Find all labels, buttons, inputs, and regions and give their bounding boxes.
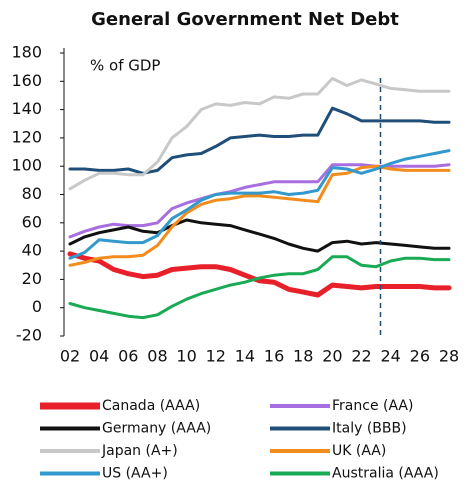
series-line: [68, 77, 451, 191]
series-line: [68, 164, 451, 267]
chart-title: General Government Net Debt: [91, 9, 399, 30]
y-tick-label: 160: [11, 71, 42, 90]
y-tick-label: 40: [22, 241, 42, 260]
legend-label: Italy (BBB): [332, 421, 407, 437]
x-tick-label: 02: [60, 347, 80, 366]
y-tick-label: 80: [22, 184, 42, 203]
series-line: [68, 106, 451, 175]
legend-label: Germany (AAA): [102, 421, 211, 437]
y-tick-label: 20: [22, 269, 42, 288]
y-tick-label: 140: [11, 99, 42, 118]
x-tick-label: 16: [264, 347, 284, 366]
x-tick-label: 14: [235, 347, 255, 366]
legend-label: US (AA+): [102, 466, 168, 482]
x-tick-label: 22: [351, 347, 371, 366]
y-tick-label: 60: [22, 212, 42, 231]
series-line: [68, 255, 451, 320]
x-tick-label: 24: [381, 347, 401, 366]
x-tick-label: 10: [176, 347, 196, 366]
legend-label: Canada (AAA): [102, 398, 200, 414]
series-line: [68, 149, 451, 260]
x-tick-label: 18: [293, 347, 313, 366]
x-tick-label: 20: [322, 347, 342, 366]
legend-label: Australia (AAA): [332, 466, 439, 482]
y-tick-label: 100: [11, 156, 42, 175]
x-tick-label: 26: [410, 347, 430, 366]
legend-label: Japan (A+): [101, 443, 178, 459]
series-line: [68, 218, 451, 253]
x-tick-label: 12: [206, 347, 226, 366]
legend-label: UK (AA): [332, 443, 386, 459]
x-tick-label: 28: [439, 347, 459, 366]
legend-label: France (AA): [332, 398, 413, 414]
x-tick-label: 04: [89, 347, 109, 366]
x-tick-label: 08: [147, 347, 167, 366]
x-tick-label: 06: [118, 347, 138, 366]
y-tick-label: 180: [11, 43, 42, 62]
y-tick-label: -20: [16, 326, 42, 345]
y-axis-label: % of GDP: [90, 57, 160, 75]
y-tick-label: 120: [11, 127, 42, 146]
y-tick-label: 0: [32, 297, 42, 316]
series-line: [67, 251, 452, 298]
